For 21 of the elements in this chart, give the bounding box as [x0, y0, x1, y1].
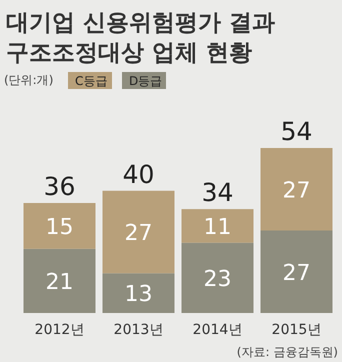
data-label: 11 [204, 214, 232, 240]
data-label: 27 [282, 178, 310, 204]
legend-label: D등급 [129, 74, 162, 88]
x-tick-label: 2014년 [192, 322, 242, 338]
x-tick-label: 2012년 [34, 322, 84, 338]
data-label: 21 [46, 270, 74, 295]
legend-label: C등급 [75, 74, 108, 88]
text: (단위:개) [4, 73, 54, 87]
total-label: 34 [202, 178, 234, 208]
x-tick-label: 2015년 [272, 322, 322, 338]
text: (자료: 금융감독원) [236, 345, 338, 359]
data-label: 13 [124, 282, 152, 308]
data-label: 27 [124, 221, 152, 246]
data-label: 15 [46, 214, 74, 240]
total-label: 40 [122, 160, 154, 189]
x-tick-label: 2013년 [114, 322, 164, 338]
data-label: 23 [204, 266, 232, 292]
data-label: 27 [282, 260, 310, 286]
total-label: 54 [280, 117, 312, 146]
chart-title: 대기업 신용위험평가 결과 구조조정대상 업체 현황 [6, 10, 276, 66]
total-label: 36 [44, 172, 76, 201]
